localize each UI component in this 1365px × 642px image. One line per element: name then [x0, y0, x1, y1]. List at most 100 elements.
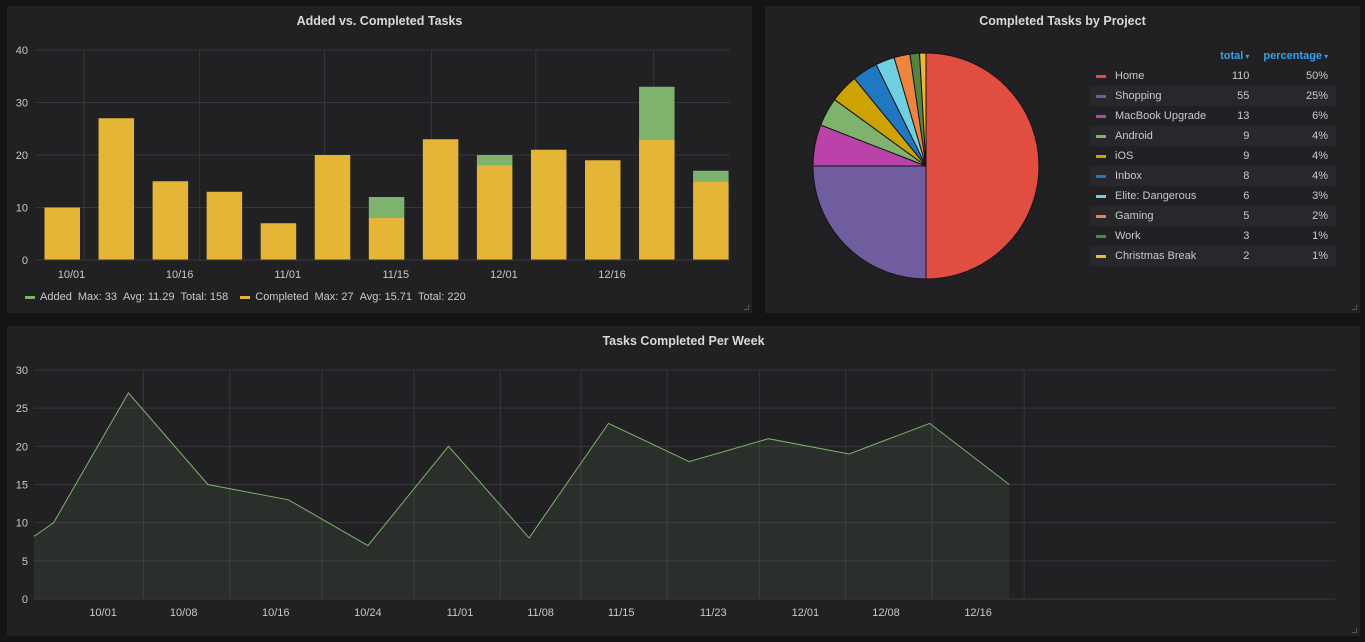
x-tick-label: 10/01: [89, 607, 117, 619]
bar-completed-8[interactable]: [476, 165, 513, 261]
bar-completed-7[interactable]: [422, 139, 459, 260]
legend-percentage-value: 4%: [1312, 150, 1329, 162]
legend-label: Shopping: [1115, 90, 1162, 102]
legend-percentage-value: 50%: [1306, 70, 1329, 82]
x-tick-label: 12/01: [792, 607, 820, 619]
caret-down-icon: ▾: [1245, 52, 1250, 61]
bar-added-12[interactable]: [693, 170, 729, 182]
legend-total-value: 9: [1214, 126, 1258, 146]
series-line[interactable]: [33, 392, 1010, 547]
legend-swatch-completed: [240, 295, 251, 299]
panel-title[interactable]: Added vs. Completed Tasks: [296, 14, 463, 28]
legend-total-value: 2: [1214, 246, 1258, 266]
pie-slice-christmas-break[interactable]: [919, 52, 927, 167]
bar-completed-2[interactable]: [152, 181, 189, 260]
panel-per-week: Tasks Completed Per Week 0 5 10 15 20 25 30 10/…: [7, 326, 1360, 636]
bar-completed-11[interactable]: [639, 139, 675, 260]
legend-series-name: iOS: [1090, 146, 1214, 166]
bar-completed-3[interactable]: [206, 191, 243, 260]
bar-completed-9[interactable]: [530, 149, 567, 260]
legend-swatch: [1096, 214, 1106, 218]
bar-completed-1[interactable]: [98, 118, 135, 260]
panel-by-project: Completed Tasks by Project total ▾ percen…: [765, 6, 1360, 313]
bar-completed-5[interactable]: [314, 155, 351, 260]
panel-title[interactable]: Completed Tasks by Project: [979, 14, 1146, 28]
legend-item-completed[interactable]: Completed Max: 27 Avg: 15.71 Total: 220: [240, 291, 466, 303]
legend-percentage-value: 1%: [1312, 230, 1329, 242]
legend-swatch-added: [25, 295, 35, 299]
bar-added-6[interactable]: [368, 197, 405, 218]
resize-handle[interactable]: [1352, 305, 1357, 310]
legend-label-added: Added: [40, 291, 72, 303]
x-tick-label: 10/24: [354, 607, 382, 619]
sort-percentage-header[interactable]: percentage ▾: [1257, 48, 1336, 66]
legend-percentage-value: 3%: [1312, 190, 1329, 202]
legend-series-name: Work: [1090, 226, 1214, 246]
bar-completed-4[interactable]: [260, 223, 297, 260]
pie-slice-shopping[interactable]: [812, 165, 927, 280]
legend-label: Elite: Dangerous: [1115, 190, 1197, 202]
bar-completed-10[interactable]: [585, 160, 621, 260]
bar-chart-legend: Added Max: 33 Avg: 11.29 Total: 158 Comp…: [25, 291, 478, 303]
legend-label: Inbox: [1115, 170, 1142, 182]
bar-added-8[interactable]: [476, 155, 513, 166]
y-tick-label: 30: [16, 365, 28, 377]
y-tick-label: 30: [16, 98, 28, 110]
legend-row[interactable]: MacBook Upgrade 13 6%: [1090, 106, 1336, 126]
legend-item-added[interactable]: Added Max: 33 Avg: 11.29 Total: 158: [25, 291, 228, 303]
legend-row[interactable]: Gaming 5 2%: [1090, 206, 1337, 226]
legend-label: iOS: [1115, 150, 1134, 162]
legend-row[interactable]: Inbox 8 4%: [1090, 166, 1337, 186]
legend-label: Android: [1115, 130, 1153, 142]
legend-max-completed: Max: 27: [314, 291, 354, 303]
legend-swatch: [1096, 234, 1106, 238]
bar-completed-12[interactable]: [693, 181, 729, 260]
x-tick-label: 11/08: [527, 607, 554, 619]
x-tick-label: 12/01: [490, 269, 518, 281]
y-tick-label: 5: [22, 556, 28, 568]
legend-row[interactable]: iOS 9 4%: [1090, 146, 1336, 166]
y-tick-label: 20: [16, 441, 28, 453]
legend-total-value: 110: [1231, 70, 1250, 82]
y-tick-label: 10: [16, 203, 28, 215]
legend-percentage-value: 6%: [1312, 110, 1329, 122]
legend-label: Home: [1115, 70, 1145, 82]
legend-avg-completed: Avg: 15.71: [359, 291, 412, 303]
legend-label: Christmas Break: [1115, 250, 1197, 262]
y-tick-label: 40: [16, 45, 28, 57]
x-tick-label: 12/16: [964, 607, 992, 619]
legend-series-name: Home: [1090, 66, 1214, 86]
y-tick-label: 0: [22, 255, 28, 267]
legend-swatch: [1096, 154, 1106, 158]
pie-slice-home[interactable]: [925, 52, 1040, 280]
legend-total-value: 3: [1243, 230, 1250, 242]
legend-row[interactable]: Elite: Dangerous 6 3%: [1090, 186, 1336, 206]
legend-row[interactable]: Home 110 50%: [1090, 66, 1336, 86]
legend-row[interactable]: Christmas Break 2 1%: [1090, 246, 1337, 266]
legend-row[interactable]: Android 9 4%: [1090, 126, 1337, 146]
bar-added-11[interactable]: [639, 86, 675, 140]
legend-total-value: 5: [1214, 206, 1258, 226]
panel-added-vs-completed: Added vs. Completed Tasks 0 10 20 30 40 10/01…: [7, 6, 752, 313]
x-tick-label: 10/16: [166, 269, 194, 281]
legend-row[interactable]: Work 3 1%: [1090, 226, 1336, 246]
y-tick-label: 20: [16, 150, 28, 162]
bar-chart: 0 10 20 30 40 10/01 10/16 11/01 11/15 12/01 12/16: [16, 45, 730, 281]
legend-series-name: Christmas Break: [1090, 246, 1215, 266]
legend-percentage-value: 4%: [1257, 126, 1337, 146]
legend-series-name: Shopping: [1090, 86, 1215, 106]
bar-completed-0[interactable]: [44, 207, 81, 261]
resize-handle[interactable]: [744, 305, 749, 310]
sort-percentage-label: percentage: [1263, 50, 1323, 62]
panel-title[interactable]: Tasks Completed Per Week: [602, 334, 765, 348]
legend-total-added: Total: 158: [180, 291, 229, 303]
legend-series-name: Elite: Dangerous: [1090, 186, 1214, 206]
resize-handle[interactable]: [1352, 628, 1357, 633]
sort-total-header[interactable]: total ▾: [1214, 48, 1257, 66]
legend-swatch: [1096, 114, 1106, 118]
bar-completed-6[interactable]: [368, 218, 405, 260]
area-chart: 0 5 10 15 20 25 30 10/01 10/08 10/16 10/24 11/01 11/…: [16, 365, 1335, 619]
legend-percentage-value: 25%: [1257, 86, 1337, 106]
legend-row[interactable]: Shopping 55 25%: [1090, 86, 1337, 106]
x-tick-label: 10/01: [58, 269, 86, 281]
